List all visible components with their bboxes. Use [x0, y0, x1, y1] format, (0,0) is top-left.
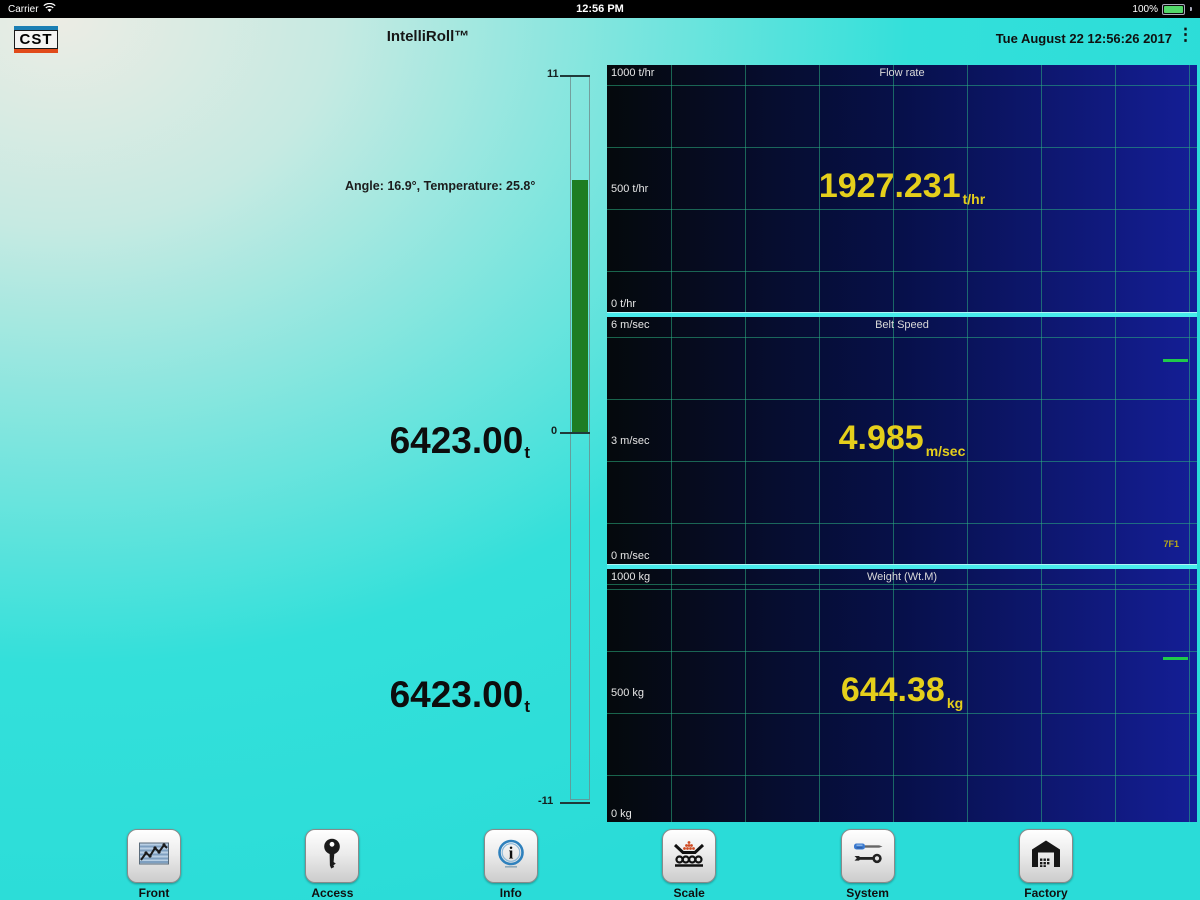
factory-button-face[interactable] [1018, 829, 1073, 883]
speed-chart-title: Belt Speed [875, 319, 929, 331]
belt-speed-number: 4.985 [838, 419, 924, 457]
weight-number: 644.38 [840, 671, 945, 709]
info-button-label: Info [499, 886, 522, 900]
system-button-label: System [846, 886, 889, 900]
totalizer-secondary: 6423.00t [280, 674, 530, 716]
weight-unit: kg [946, 695, 964, 711]
factory-button[interactable]: Factory [1010, 829, 1082, 900]
trend-chart-icon [136, 836, 172, 877]
inclination-gauge-fill [572, 180, 588, 433]
weight-setpoint-marker [1163, 657, 1188, 660]
gauge-label-min: -11 [538, 795, 554, 807]
totalizer-primary: 6423.00t [280, 420, 530, 462]
key-icon [314, 836, 350, 877]
belt-speed-unit: m/sec [925, 443, 966, 459]
factory-icon [1028, 836, 1064, 877]
logo-text: CST [14, 30, 58, 49]
status-bar: Carrier 12:56 PM 100% [0, 0, 1200, 18]
gauge-tick-zero [560, 432, 590, 434]
cst-logo: CST [14, 26, 58, 53]
speed-y-max-label: 6 m/sec [611, 319, 650, 331]
battery-percent: 100% [1132, 3, 1158, 15]
scale-button[interactable]: Scale [653, 829, 725, 900]
carrier-label: Carrier [8, 3, 39, 15]
factory-button-label: Factory [1024, 886, 1068, 900]
front-button-face[interactable] [127, 829, 181, 883]
weight-value: 644.38 kg [607, 671, 1197, 710]
flow-y-min-label: 0 t/hr [611, 298, 637, 310]
access-button-label: Access [311, 886, 354, 900]
system-button-face[interactable] [840, 829, 895, 883]
angle-temperature-readout: Angle: 16.9°, Temperature: 25.8° [345, 179, 536, 193]
chart-weight[interactable]: 1000 kg Weight (Wt.M) 500 kg 644.38 kg 0 … [607, 569, 1197, 822]
weight-chart-title: Weight (Wt.M) [866, 571, 938, 583]
info-icon: i [493, 836, 529, 877]
system-button[interactable]: System [832, 829, 904, 900]
logo-red-bar [14, 49, 58, 53]
scale-button-label: Scale [673, 886, 705, 900]
info-button[interactable]: i Info [475, 829, 547, 900]
front-button-label: Front [138, 886, 170, 900]
flow-rate-number: 1927.231 [818, 167, 961, 205]
totalizer-secondary-unit: t [524, 697, 530, 716]
totalizer-primary-unit: t [524, 443, 530, 462]
belt-scale-icon [671, 836, 707, 877]
gauge-tick-min [560, 802, 590, 804]
chart-separator [607, 564, 1197, 569]
page-title: IntelliRoll™ [386, 28, 470, 45]
flow-chart-title: Flow rate [879, 67, 925, 79]
speed-setpoint-marker [1163, 359, 1188, 362]
svg-text:i: i [508, 843, 513, 862]
gauge-label-zero: 0 [551, 425, 558, 437]
trend-charts-column: 1000 t/hr Flow rate 500 t/hr 1927.231 t/h… [607, 65, 1197, 822]
belt-speed-value: 4.985 m/sec [607, 419, 1197, 458]
front-button[interactable]: Front [118, 829, 190, 900]
battery-icon [1162, 3, 1185, 15]
access-button-face[interactable] [305, 829, 360, 883]
gauge-label-max: 11 [547, 68, 559, 80]
access-button[interactable]: Access [296, 829, 368, 900]
flow-rate-unit: t/hr [962, 191, 986, 207]
weight-y-mid-label: 500 kg [611, 687, 645, 699]
chart-flow-rate[interactable]: 1000 t/hr Flow rate 500 t/hr 1927.231 t/h… [607, 65, 1197, 312]
weight-y-min-label: 0 kg [611, 808, 632, 820]
tools-icon [850, 836, 886, 877]
bottom-toolbar: Front Access [118, 829, 1082, 900]
carrier-block: Carrier [8, 2, 56, 16]
chart-separator [607, 312, 1197, 317]
battery-tip [1190, 7, 1192, 11]
scale-button-face[interactable] [662, 829, 717, 883]
speed-y-mid-label: 3 m/sec [611, 435, 650, 447]
weight-y-max-label: 1000 kg [611, 571, 651, 583]
logo-blue-bar [14, 26, 58, 30]
clock-time: 12:56 PM [576, 3, 624, 15]
info-button-face[interactable]: i [483, 829, 538, 883]
overflow-menu-icon[interactable]: ⋮ [1177, 25, 1194, 44]
gauge-tick-max [560, 75, 590, 77]
datetime-display: Tue August 22 12:56:26 2017 [995, 31, 1172, 46]
main-area: CST IntelliRoll™ Tue August 22 12:56:26 … [0, 18, 1200, 900]
flow-rate-value: 1927.231 t/hr [607, 167, 1197, 206]
totalizer-primary-value: 6423.00 [389, 420, 524, 461]
flow-y-max-label: 1000 t/hr [611, 67, 655, 79]
totalizer-secondary-value: 6423.00 [389, 674, 524, 715]
flow-y-mid-label: 500 t/hr [611, 183, 649, 195]
battery-block: 100% [1132, 3, 1192, 15]
speed-corner-tag: 7F1 [1163, 539, 1179, 549]
chart-belt-speed[interactable]: 6 m/sec Belt Speed 3 m/sec 4.985 m/sec 0 … [607, 317, 1197, 564]
wifi-icon [42, 2, 56, 16]
speed-y-min-label: 0 m/sec [611, 550, 650, 562]
